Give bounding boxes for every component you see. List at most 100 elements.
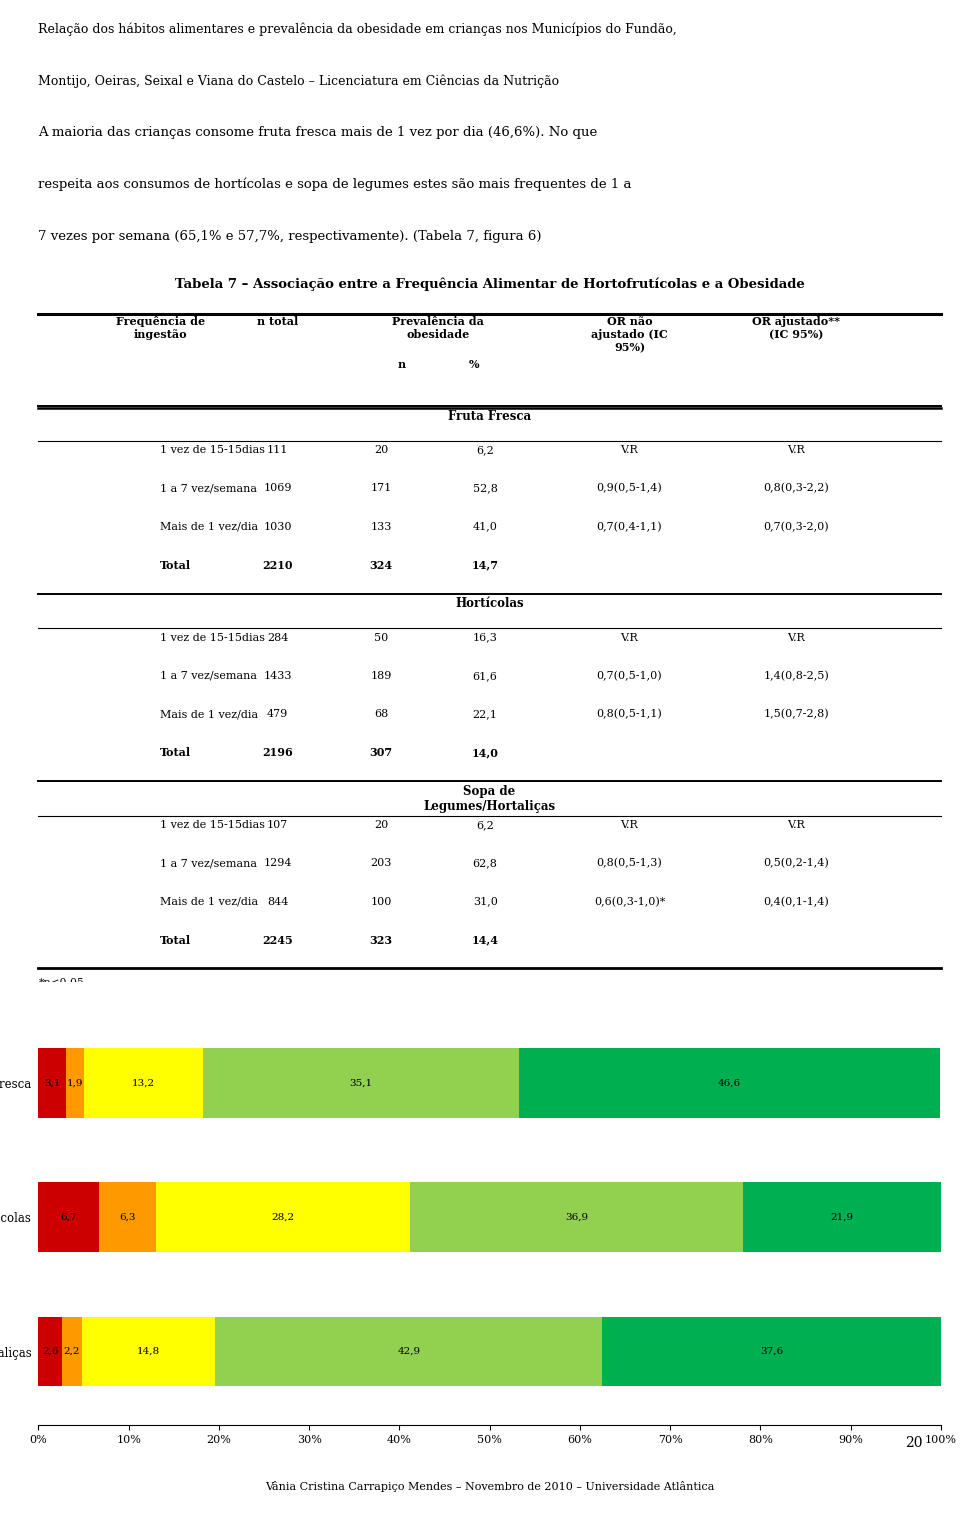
Text: 68: 68 [374, 709, 389, 718]
Text: 1 a 7 vez/semana: 1 a 7 vez/semana [160, 484, 257, 493]
Text: 2196: 2196 [262, 747, 293, 758]
Text: 0,6(0,3-1,0)*: 0,6(0,3-1,0)* [594, 896, 665, 907]
Text: 14,0: 14,0 [471, 747, 498, 758]
Text: V.R: V.R [620, 444, 638, 455]
Text: V.R: V.R [787, 633, 805, 642]
Text: V.R: V.R [787, 820, 805, 829]
Text: 13,2: 13,2 [132, 1079, 155, 1088]
Text: 1294: 1294 [263, 858, 292, 868]
Text: 2,2: 2,2 [63, 1347, 80, 1356]
Text: 1 a 7 vez/semana: 1 a 7 vez/semana [160, 671, 257, 680]
Text: 16,3: 16,3 [472, 633, 497, 642]
Bar [38, 1317, 61, 1387]
Text: 2245: 2245 [262, 935, 293, 945]
Text: 284: 284 [267, 633, 288, 642]
Text: 20: 20 [905, 1437, 923, 1450]
Text: 6,7: 6,7 [60, 1213, 77, 1222]
Text: 35,1: 35,1 [349, 1079, 372, 1088]
Text: Relação dos hábitos alimentares e prevalência da obesidade em crianças nos Munic: Relação dos hábitos alimentares e preval… [38, 23, 677, 37]
Text: 0,7(0,3-2,0): 0,7(0,3-2,0) [763, 522, 829, 531]
Text: 3,1: 3,1 [44, 1079, 60, 1088]
Text: 1 vez de 15-15dias: 1 vez de 15-15dias [160, 820, 265, 829]
Text: n total: n total [257, 317, 299, 327]
Bar [84, 1049, 203, 1119]
Text: Fruta Fresca: Fruta Fresca [448, 409, 531, 423]
Text: 14,4: 14,4 [471, 935, 498, 945]
Text: Mais de 1 vez/dia: Mais de 1 vez/dia [160, 896, 258, 907]
Text: 107: 107 [267, 820, 288, 829]
Text: 844: 844 [267, 896, 288, 907]
Text: 28,2: 28,2 [272, 1213, 295, 1222]
Text: respeita aos consumos de hortícolas e sopa de legumes estes são mais frequentes : respeita aos consumos de hortícolas e so… [38, 178, 632, 192]
Text: 133: 133 [371, 522, 392, 531]
Text: 1 a 7 vez/semana: 1 a 7 vez/semana [160, 858, 257, 868]
Bar [38, 1183, 99, 1253]
Text: 1069: 1069 [263, 484, 292, 493]
Text: %: % [468, 359, 479, 370]
Text: 46,6: 46,6 [718, 1079, 741, 1088]
Bar [38, 1049, 66, 1119]
Text: Total: Total [160, 935, 191, 945]
Text: OR ajustado**
(IC 95%): OR ajustado** (IC 95%) [753, 317, 840, 339]
Text: Montijo, Oeiras, Seixal e Viana do Castelo – Licenciatura em Ciências da Nutriçã: Montijo, Oeiras, Seixal e Viana do Caste… [38, 75, 560, 88]
Text: 307: 307 [370, 747, 393, 758]
Text: 6,2: 6,2 [476, 444, 494, 455]
Text: V.R – Variável Referência: V.R – Variável Referência [38, 1046, 176, 1056]
Text: 1 vez de 15-15dias: 1 vez de 15-15dias [160, 633, 265, 642]
Text: 1,4(0,8-2,5): 1,4(0,8-2,5) [763, 671, 829, 682]
Text: 37,6: 37,6 [760, 1347, 783, 1356]
Text: 6,2: 6,2 [476, 820, 494, 829]
Text: 171: 171 [371, 484, 392, 493]
Text: 2,6: 2,6 [42, 1347, 59, 1356]
Text: 6,3: 6,3 [119, 1213, 135, 1222]
Text: 0,8(0,3-2,2): 0,8(0,3-2,2) [763, 484, 829, 493]
Text: Hortícolas: Hortícolas [455, 597, 524, 610]
Text: 100: 100 [371, 896, 392, 907]
Text: A maioria das crianças consome fruta fresca mais de 1 vez por dia (46,6%). No qu: A maioria das crianças consome fruta fre… [38, 126, 598, 139]
Bar [203, 1049, 519, 1119]
Text: *p<0,05: *p<0,05 [38, 979, 84, 988]
Text: Total: Total [160, 747, 191, 758]
Bar [215, 1317, 602, 1387]
Text: 22,1: 22,1 [472, 709, 497, 718]
Text: V.R: V.R [620, 820, 638, 829]
Text: 20: 20 [374, 820, 389, 829]
Text: 50: 50 [374, 633, 389, 642]
Text: Tabela 7 – Associação entre a Frequência Alimentar de Hortofrutícolas e a Obesid: Tabela 7 – Associação entre a Frequência… [175, 277, 804, 291]
Text: 14,7: 14,7 [471, 560, 498, 571]
Bar [603, 1317, 942, 1387]
Text: Vânia Cristina Carrapiço Mendes – Novembro de 2010 – Universidade Atlântica: Vânia Cristina Carrapiço Mendes – Novemb… [265, 1481, 714, 1492]
Text: 31,0: 31,0 [472, 896, 497, 907]
Text: Sopa de
Legumes/Hortaliças: Sopa de Legumes/Hortaliças [423, 785, 556, 813]
Text: 0,8(0,5-1,1): 0,8(0,5-1,1) [596, 709, 662, 720]
Bar [156, 1183, 410, 1253]
Text: Mais de 1 vez/dia: Mais de 1 vez/dia [160, 522, 258, 531]
Text: 0,7(0,4-1,1): 0,7(0,4-1,1) [597, 522, 662, 531]
Text: 323: 323 [370, 935, 393, 945]
Bar [743, 1183, 941, 1253]
Text: ** OR ajustado para género, idade e municípios: ** OR ajustado para género, idade e muni… [38, 1012, 300, 1023]
Text: Frequência de
ingestão: Frequência de ingestão [115, 317, 204, 339]
Bar [99, 1183, 156, 1253]
Text: 111: 111 [267, 444, 288, 455]
Bar [61, 1317, 82, 1387]
Text: OR não
ajustado (IC
95%): OR não ajustado (IC 95%) [591, 317, 668, 353]
Text: 36,9: 36,9 [565, 1213, 588, 1222]
Text: 7 vezes por semana (65,1% e 57,7%, respectivamente). (Tabela 7, figura 6): 7 vezes por semana (65,1% e 57,7%, respe… [38, 230, 541, 242]
Text: 1,5(0,7-2,8): 1,5(0,7-2,8) [763, 709, 829, 720]
Text: 1433: 1433 [263, 671, 292, 680]
Text: 324: 324 [370, 560, 393, 571]
Bar [410, 1183, 743, 1253]
Text: 61,6: 61,6 [472, 671, 497, 680]
Bar [519, 1049, 940, 1119]
Text: 42,9: 42,9 [397, 1347, 420, 1356]
Text: Total: Total [160, 560, 191, 571]
Bar [66, 1049, 84, 1119]
Text: 0,5(0,2-1,4): 0,5(0,2-1,4) [763, 858, 829, 869]
Text: 0,4(0,1-1,4): 0,4(0,1-1,4) [763, 896, 829, 907]
Text: 21,9: 21,9 [830, 1213, 853, 1222]
Text: 41,0: 41,0 [472, 522, 497, 531]
Text: V.R: V.R [787, 444, 805, 455]
Text: 20: 20 [374, 444, 389, 455]
Text: V.R: V.R [620, 633, 638, 642]
